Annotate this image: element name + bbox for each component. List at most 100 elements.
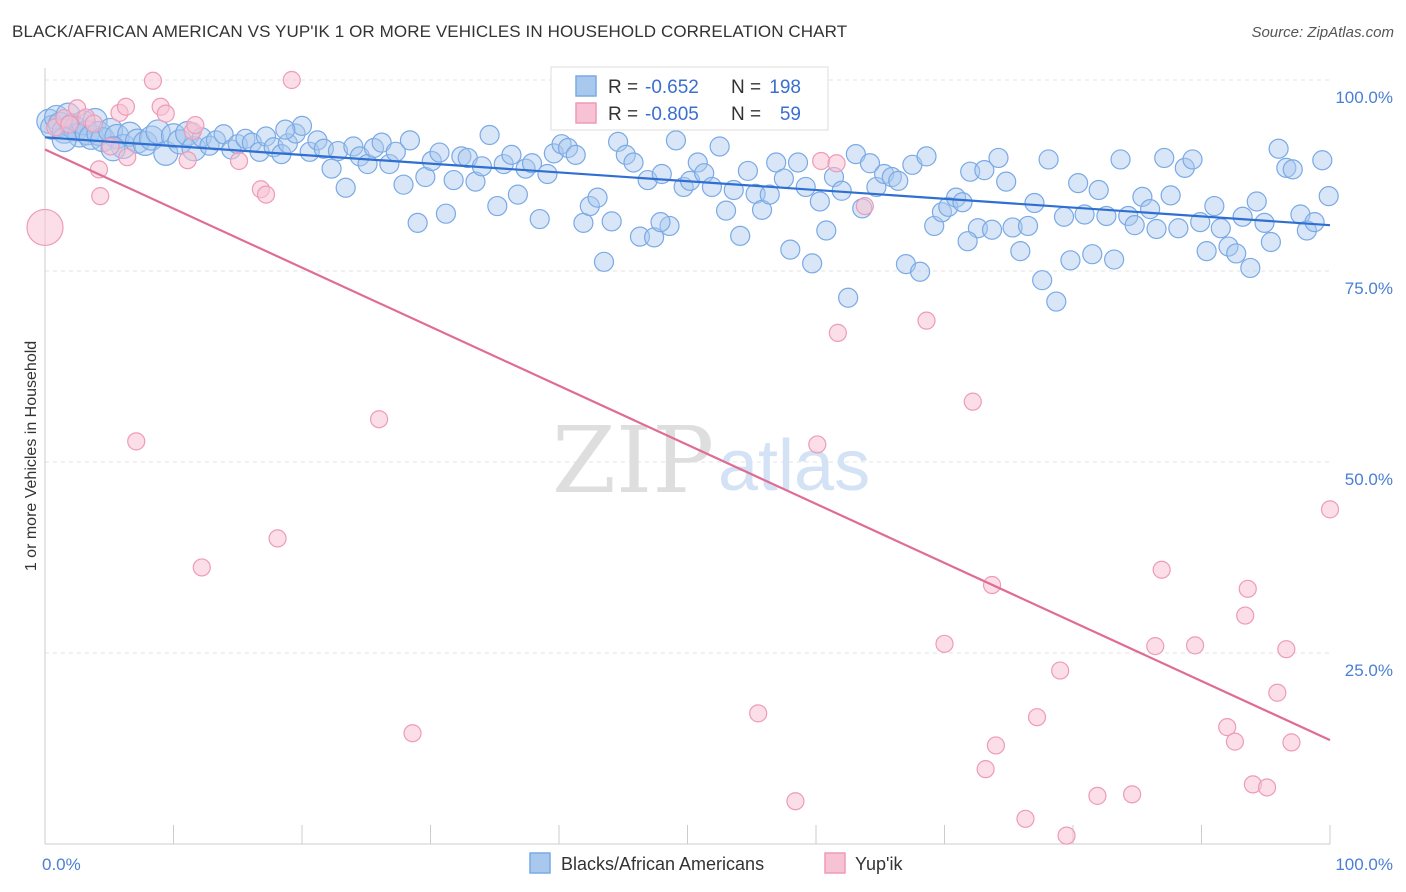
point-blacks-46 — [321, 158, 342, 179]
point-blacks-141 — [1002, 217, 1023, 238]
point-blacks-166 — [1182, 149, 1203, 170]
point-blacks-115 — [816, 220, 837, 241]
point-blacks-53 — [371, 132, 392, 153]
point-blacks-107 — [759, 184, 780, 205]
series-legend: Blacks/African Americans Yup'ik — [529, 852, 903, 874]
point-blacks-158 — [1124, 215, 1145, 236]
point-yupik-56 — [1268, 683, 1287, 702]
point-blacks-152 — [1082, 244, 1103, 265]
point-yupik-23 — [256, 185, 276, 204]
point-blacks-159 — [1132, 186, 1153, 207]
chart-title: BLACK/AFRICAN AMERICAN VS YUP'IK 1 OR MO… — [12, 22, 848, 41]
point-blacks-128 — [909, 261, 931, 282]
point-blacks-89 — [629, 226, 651, 247]
point-yupik-46 — [1123, 785, 1142, 804]
point-yupik-42 — [1027, 708, 1047, 727]
point-blacks-78 — [551, 134, 572, 155]
point-blacks-110 — [780, 239, 801, 260]
point-blacks-124 — [881, 166, 902, 188]
stats-legend-swatch-blue — [575, 75, 597, 97]
point-blacks-138 — [981, 219, 1003, 240]
point-blacks-137 — [974, 160, 995, 181]
point-blacks-170 — [1210, 218, 1231, 239]
point-blacks-169 — [1204, 195, 1225, 217]
point-blacks-63 — [443, 169, 464, 191]
point-blacks-48 — [335, 177, 356, 198]
point-blacks-18 — [117, 121, 143, 147]
point-blacks-121 — [859, 153, 881, 174]
x-tick-labels: 0.0% 100.0% — [42, 855, 1393, 874]
point-blacks-104 — [737, 160, 758, 182]
point-blacks-139 — [988, 147, 1009, 169]
point-blacks-111 — [787, 152, 809, 173]
point-yupik-26 — [370, 410, 389, 429]
point-blacks-86 — [608, 131, 629, 152]
point-blacks-119 — [845, 144, 866, 165]
stats-n-label-pink: N = — [731, 104, 761, 125]
stats-n-value-pink: 59 — [780, 104, 801, 125]
point-blacks-100 — [709, 136, 730, 157]
point-blacks-72 — [507, 184, 528, 205]
stats-r-value-pink: -0.805 — [645, 104, 699, 125]
stats-n-value-blue: 198 — [769, 77, 801, 98]
point-yupik-20 — [192, 558, 211, 577]
point-blacks-62 — [435, 203, 457, 224]
stats-legend: R = -0.652 N = 198 R = -0.805 N = 59 — [550, 66, 829, 131]
point-yupik-57 — [1277, 640, 1296, 659]
point-yupik-44 — [1057, 826, 1076, 845]
point-yupik-21 — [229, 151, 249, 171]
point-blacks-178 — [1268, 138, 1289, 159]
legend-label-yupik: Yup'ik — [855, 854, 903, 874]
point-blacks-174 — [1240, 257, 1261, 279]
y-axis-title: 1 or more Vehicles in Household — [23, 341, 40, 571]
x-tick-label-0: 0.0% — [42, 855, 81, 874]
point-yupik-16 — [156, 104, 175, 123]
point-blacks-109 — [773, 168, 794, 189]
point-yupik-29 — [786, 792, 805, 811]
point-yupik-11 — [116, 97, 136, 116]
point-blacks-80 — [565, 144, 586, 165]
point-yupik-36 — [935, 634, 954, 653]
point-yupik-14 — [143, 71, 163, 90]
point-yupik-40 — [986, 736, 1006, 755]
point-blacks-113 — [802, 253, 823, 274]
legend-swatch-yupik — [824, 852, 846, 874]
point-blacks-172 — [1226, 243, 1247, 264]
point-blacks-75 — [529, 208, 550, 230]
point-blacks-168 — [1196, 241, 1217, 262]
point-blacks-69 — [487, 195, 508, 217]
point-blacks-108 — [766, 152, 787, 173]
point-yupik-52 — [1236, 606, 1255, 625]
point-yupik-43 — [1051, 661, 1070, 680]
point-blacks-153 — [1088, 179, 1109, 201]
point-yupik-17 — [178, 151, 197, 170]
y-tick-label-1: 75.0% — [1345, 279, 1393, 298]
point-blacks-140 — [996, 171, 1017, 192]
source-label: Source: ZipAtlas.com — [1251, 24, 1394, 41]
point-blacks-94 — [665, 130, 687, 151]
point-yupik-50 — [1218, 718, 1237, 737]
x-tick-label-1: 100.0% — [1335, 855, 1393, 874]
point-blacks-91 — [643, 227, 665, 248]
stats-r-value-blue: -0.652 — [645, 77, 699, 98]
point-blacks-118 — [838, 287, 859, 308]
point-yupik-19 — [186, 115, 205, 135]
point-yupik-25 — [282, 70, 301, 90]
point-blacks-142 — [1010, 241, 1031, 262]
point-blacks-150 — [1068, 173, 1089, 194]
point-yupik-51 — [1225, 732, 1245, 751]
point-yupik-48 — [1152, 560, 1171, 579]
point-yupik-55 — [1257, 778, 1277, 797]
point-blacks-177 — [1260, 231, 1281, 253]
stats-n-label-blue: N = — [731, 77, 761, 98]
point-yupik-38 — [976, 760, 995, 779]
point-blacks-87 — [615, 144, 636, 165]
point-blacks-146 — [1038, 149, 1059, 170]
point-blacks-155 — [1104, 249, 1125, 270]
legend-label-blacks: Blacks/African Americans — [561, 854, 764, 874]
point-yupik-37 — [963, 392, 982, 411]
point-blacks-47 — [327, 140, 349, 162]
point-blacks-66 — [465, 171, 486, 192]
point-blacks-184 — [1312, 150, 1333, 171]
point-blacks-99 — [701, 176, 723, 198]
